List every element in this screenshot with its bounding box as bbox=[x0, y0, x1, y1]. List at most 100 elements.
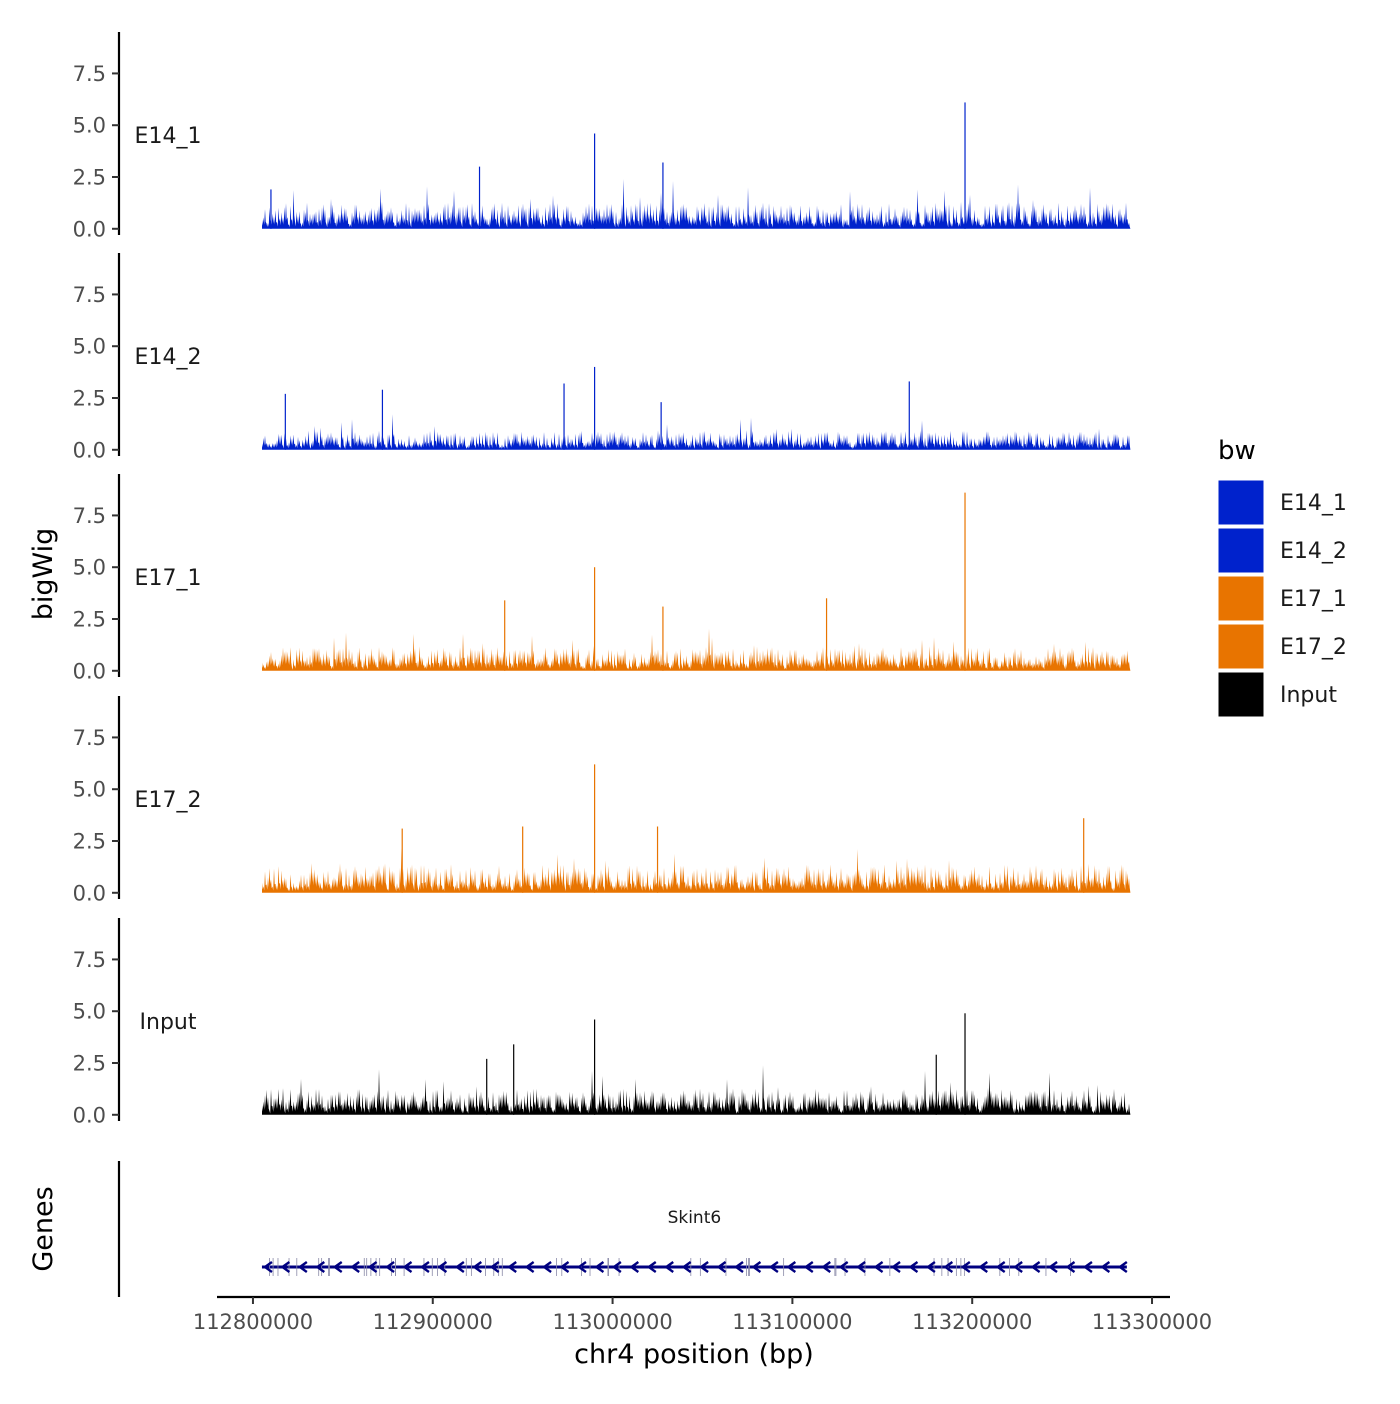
strand-arrow bbox=[751, 1261, 762, 1273]
legend-title: bw bbox=[1218, 436, 1256, 466]
y-tick-label: 7.5 bbox=[73, 948, 106, 972]
strand-arrow bbox=[943, 1261, 954, 1273]
strand-arrow bbox=[978, 1261, 988, 1273]
strand-arrow bbox=[611, 1261, 622, 1273]
strand-arrow bbox=[821, 1261, 831, 1273]
strand-arrow bbox=[454, 1261, 465, 1273]
strand-arrow bbox=[1082, 1261, 1093, 1273]
legend-swatch-E17_2 bbox=[1217, 623, 1265, 670]
panel-label-E14_1: E14_1 bbox=[135, 124, 202, 149]
strand-arrow bbox=[507, 1261, 517, 1273]
y-tick-label: 7.5 bbox=[73, 726, 106, 750]
strand-arrow bbox=[576, 1261, 587, 1273]
legend-swatch-E14_1 bbox=[1217, 479, 1265, 526]
strand-arrow bbox=[908, 1261, 919, 1273]
strand-arrow bbox=[890, 1261, 901, 1273]
strand-arrow bbox=[350, 1261, 360, 1273]
strand-arrow bbox=[681, 1261, 692, 1273]
y-tick-label: 0.0 bbox=[73, 438, 106, 462]
x-tick-label: 112800000 bbox=[193, 1310, 313, 1334]
strand-arrow bbox=[733, 1261, 744, 1273]
track-panels: 0.0 2.5 5.0 7.5 E14_1 0.0 2.5 5.0 7.5 E14_2 0.0 2.5… bbox=[73, 32, 1131, 1127]
strand-arrow bbox=[542, 1261, 552, 1273]
y-tick-label: 5.0 bbox=[73, 114, 106, 138]
track-panel-E17_2: 0.0 2.5 5.0 7.5 E17_2 bbox=[73, 696, 1131, 905]
y-tick-label: 5.0 bbox=[73, 778, 106, 802]
legend-swatch-E14_2 bbox=[1217, 527, 1265, 574]
legend-label-E17_1: E17_1 bbox=[1280, 587, 1347, 612]
strand-arrow bbox=[960, 1261, 971, 1273]
y-tick-label: 0.0 bbox=[73, 217, 106, 241]
legend-label-Input: Input bbox=[1280, 683, 1337, 708]
y-tick-label: 7.5 bbox=[73, 283, 106, 307]
strand-arrow bbox=[1065, 1261, 1076, 1273]
panel-label-E17_2: E17_2 bbox=[135, 788, 202, 813]
y-tick-label: 5.0 bbox=[73, 556, 106, 580]
x-tick-label: 113100000 bbox=[732, 1310, 852, 1334]
y-tick-label: 2.5 bbox=[73, 387, 106, 411]
y-tick-label: 2.5 bbox=[73, 166, 106, 190]
x-tick-label: 113200000 bbox=[912, 1310, 1032, 1334]
y-tick-label: 7.5 bbox=[73, 62, 106, 86]
strand-arrow bbox=[646, 1261, 657, 1273]
y-tick-label: 2.5 bbox=[73, 608, 106, 632]
strand-arrow bbox=[1117, 1261, 1128, 1273]
gene-track-title: Genes bbox=[28, 1186, 59, 1271]
track-panel-Input: 0.0 2.5 5.0 7.5 Input bbox=[73, 918, 1131, 1127]
y-tick-label: 2.5 bbox=[73, 1052, 106, 1076]
strand-arrow bbox=[419, 1261, 430, 1273]
strand-arrow bbox=[1100, 1261, 1111, 1273]
track-panel-E14_1: 0.0 2.5 5.0 7.5 E14_1 bbox=[73, 32, 1131, 241]
strand-arrow bbox=[786, 1261, 797, 1273]
strand-arrow bbox=[716, 1261, 727, 1273]
legend-label-E17_2: E17_2 bbox=[1280, 635, 1347, 660]
strand-arrow bbox=[1030, 1261, 1041, 1273]
strand-arrow bbox=[332, 1261, 343, 1273]
strand-arrow bbox=[925, 1261, 936, 1273]
signal-area-Input bbox=[262, 1065, 1131, 1115]
x-axis-title: chr4 position (bp) bbox=[574, 1339, 814, 1370]
gene-name-label: Skint6 bbox=[668, 1208, 722, 1228]
strand-arrow bbox=[594, 1261, 605, 1273]
signal-area-E17_2 bbox=[262, 848, 1131, 893]
legend-label-E14_1: E14_1 bbox=[1280, 491, 1347, 516]
strand-arrow bbox=[297, 1261, 308, 1273]
y-tick-label: 0.0 bbox=[73, 881, 106, 905]
y-tick-label: 0.0 bbox=[73, 659, 106, 683]
strand-arrow bbox=[262, 1261, 273, 1273]
panel-label-E14_2: E14_2 bbox=[135, 345, 202, 370]
strand-arrow bbox=[664, 1261, 674, 1273]
signal-area-E17_1 bbox=[262, 628, 1131, 671]
gene-track: Skint6 bbox=[117, 1161, 1128, 1297]
strand-arrow bbox=[367, 1261, 378, 1273]
legend: E14_1 E14_2 E17_1 E17_2 Input bbox=[1217, 479, 1347, 718]
strand-arrow bbox=[856, 1261, 866, 1273]
x-tick-label: 112900000 bbox=[373, 1310, 493, 1334]
legend-swatch-E17_1 bbox=[1217, 575, 1265, 622]
y-tick-label: 5.0 bbox=[73, 335, 106, 359]
legend-label-E14_2: E14_2 bbox=[1280, 539, 1347, 564]
track-panel-E17_1: 0.0 2.5 5.0 7.5 E17_1 bbox=[73, 474, 1131, 683]
strand-arrow bbox=[402, 1261, 413, 1273]
x-tick-label: 113000000 bbox=[552, 1310, 672, 1334]
strand-arrow bbox=[995, 1261, 1006, 1273]
gene-Skint6: Skint6 bbox=[261, 1208, 1128, 1276]
panel-label-E17_1: E17_1 bbox=[135, 566, 202, 591]
strand-arrow bbox=[437, 1261, 448, 1273]
signal-area-E14_1 bbox=[262, 179, 1131, 229]
strand-arrow bbox=[1047, 1261, 1058, 1273]
strand-arrow bbox=[524, 1261, 535, 1273]
signal-area-E14_2 bbox=[262, 414, 1131, 450]
strand-arrow bbox=[280, 1261, 291, 1273]
strand-arrow bbox=[699, 1261, 709, 1273]
y-tick-label: 0.0 bbox=[73, 1103, 106, 1127]
strand-arrow bbox=[838, 1261, 849, 1273]
track-panel-E14_2: 0.0 2.5 5.0 7.5 E14_2 bbox=[73, 253, 1131, 462]
strand-arrow bbox=[559, 1261, 570, 1273]
y-tick-label: 5.0 bbox=[73, 1000, 106, 1024]
strand-arrow bbox=[873, 1261, 884, 1273]
strand-arrow bbox=[315, 1261, 325, 1273]
strand-arrow bbox=[472, 1261, 483, 1273]
